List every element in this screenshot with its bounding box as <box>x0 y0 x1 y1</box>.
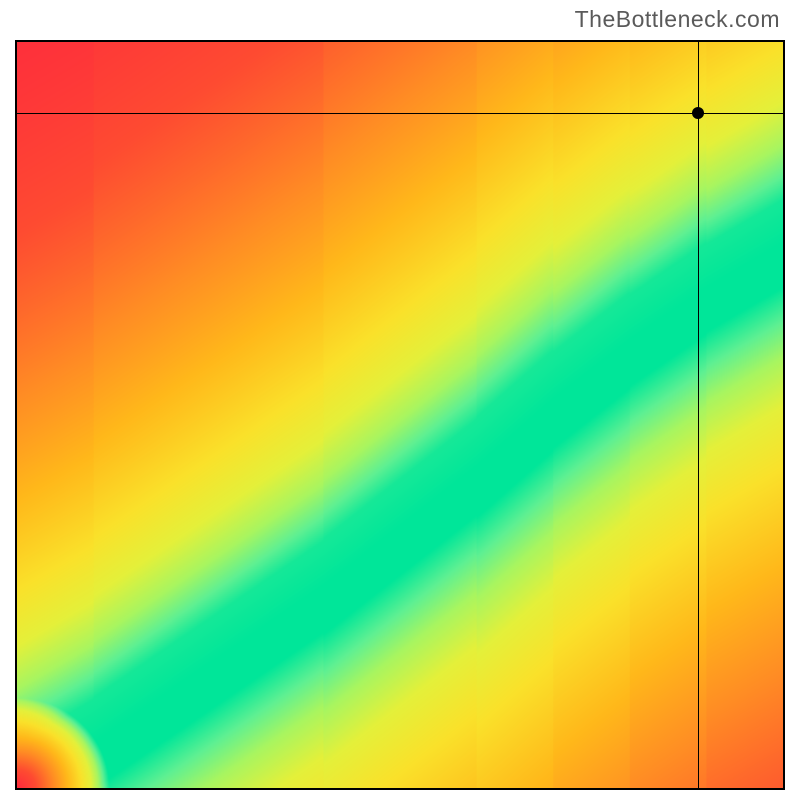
crosshair-marker-dot <box>692 107 704 119</box>
heatmap-chart <box>15 40 785 790</box>
heatmap-canvas <box>17 42 783 788</box>
crosshair-horizontal <box>17 113 783 114</box>
watermark-text: TheBottleneck.com <box>575 6 780 33</box>
crosshair-vertical <box>698 42 699 788</box>
